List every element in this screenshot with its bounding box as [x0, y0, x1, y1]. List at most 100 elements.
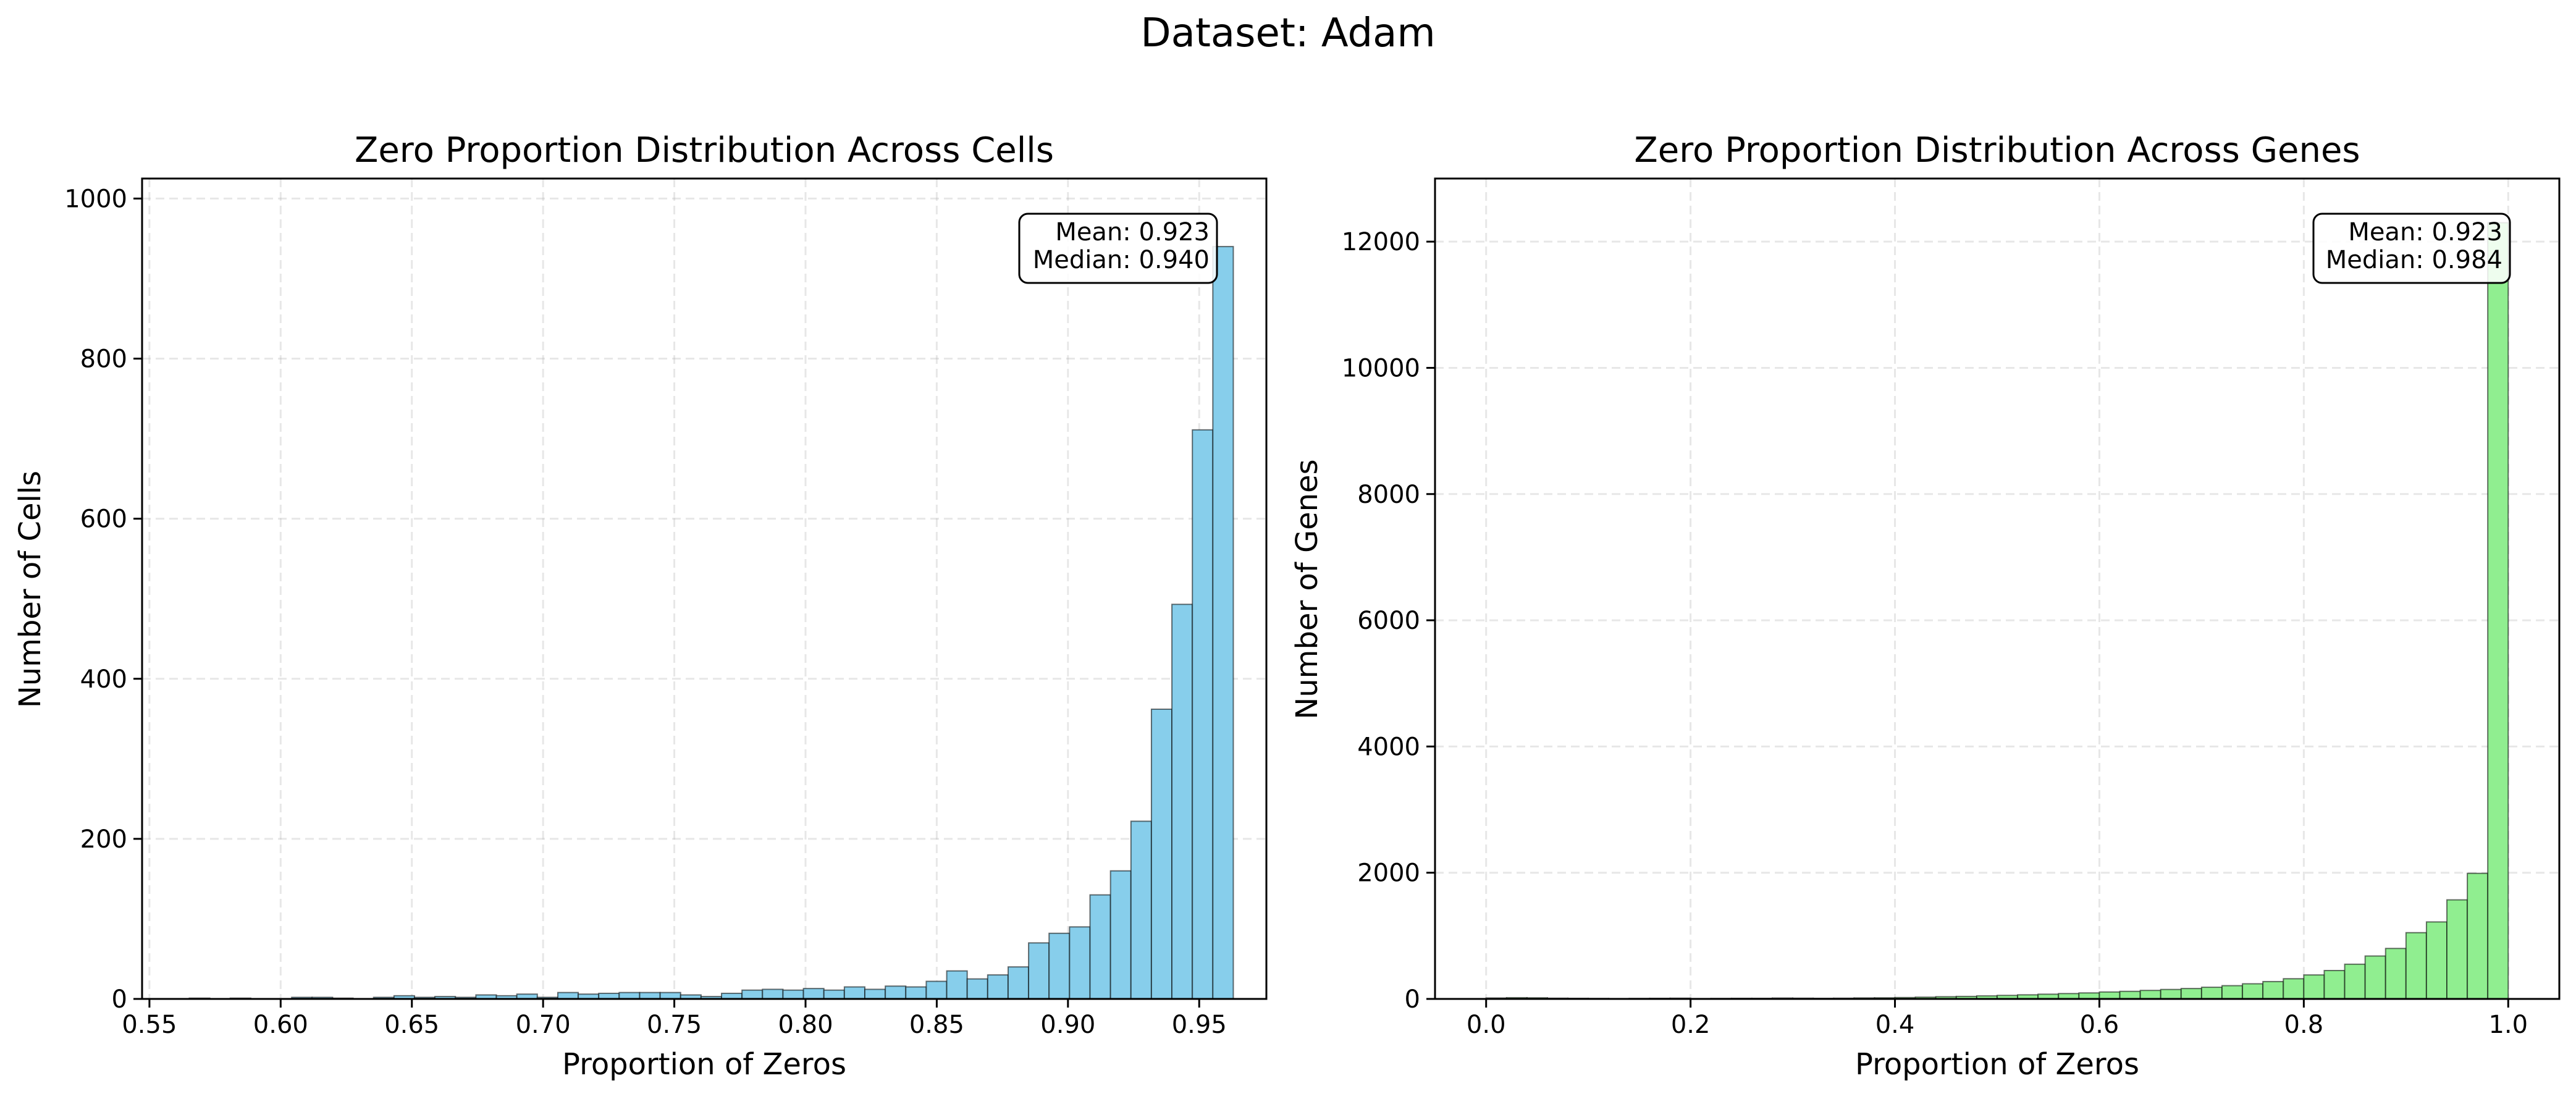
genes-x-tick-label: 1.0	[2488, 1011, 2528, 1039]
genes-histogram-bar	[2446, 899, 2469, 1000]
cells-histogram-bar	[987, 974, 1009, 1000]
cells-histogram-bar	[1150, 708, 1173, 1000]
genes-stats-box: Mean: 0.923 Median: 0.984	[2312, 213, 2511, 284]
genes-histogram-bar	[2344, 963, 2366, 1000]
genes-histogram-bar	[2242, 983, 2264, 1000]
genes-y-tick-label: 0	[1405, 985, 1420, 1014]
genes-x-tick-label: 0.2	[1671, 1011, 1711, 1039]
cells-y-tick-label: 400	[80, 665, 127, 694]
genes-histogram-bar	[2200, 987, 2223, 1000]
genes-axes-frame	[1434, 177, 2561, 1000]
cells-x-tick-label: 0.80	[778, 1011, 833, 1039]
cells-histogram-bar	[864, 988, 886, 1000]
cells-histogram-bar	[1130, 820, 1152, 1000]
cells-y-tick-label: 0	[112, 985, 127, 1014]
genes-histogram-bar	[2425, 921, 2448, 1000]
cells-x-tick-label: 0.95	[1172, 1011, 1227, 1039]
genes-histogram-bar	[2323, 970, 2346, 1000]
genes-histogram-bar	[2180, 988, 2202, 1000]
genes-histogram-bar	[2262, 980, 2284, 1000]
genes-y-tick-label: 8000	[1357, 481, 1420, 509]
genes-histogram-panel: Zero Proportion Distribution Across Gene…	[1290, 130, 2561, 1082]
genes-y-tick-label: 10000	[1342, 354, 1420, 382]
genes-y-ticks: 0 2000 4000 6000 8000 10000 12000	[1342, 228, 1435, 1014]
cells-histogram-bar	[557, 992, 579, 1000]
cells-x-tick-label: 0.55	[122, 1011, 177, 1039]
cells-histogram-bar	[1109, 870, 1132, 1000]
cells-histogram-bar	[1028, 942, 1050, 1000]
genes-x-tick-label: 0.6	[2080, 1011, 2119, 1039]
cells-median-text: Median: 0.940	[1033, 246, 1210, 274]
cells-x-axis-label: Proportion of Zeros	[562, 1047, 846, 1082]
cells-histogram-bar	[1192, 429, 1214, 1000]
cells-x-tick-label: 0.60	[253, 1011, 308, 1039]
genes-y-tick-label: 12000	[1342, 228, 1420, 256]
genes-x-tick-label: 0.0	[1467, 1011, 1506, 1039]
cells-histogram-panel: Zero Proportion Distribution Across Cell…	[13, 130, 1268, 1082]
cells-y-ticks: 0 200 400 600 800 1000	[64, 185, 142, 1014]
genes-x-ticks: 0.0 0.2 0.4 0.6 0.8 1.0	[1467, 999, 2528, 1039]
genes-histogram-bar	[2139, 990, 2161, 1000]
genes-histogram-bar	[2364, 955, 2386, 1000]
cells-histogram-bar	[802, 988, 825, 1000]
genes-histogram-bar	[2487, 222, 2509, 1000]
cells-histogram-bar	[885, 985, 907, 1000]
cells-x-tick-label: 0.90	[1040, 1011, 1095, 1039]
genes-median-text: Median: 0.984	[2326, 246, 2502, 274]
genes-histogram-bar	[2405, 932, 2427, 1000]
cells-histogram-bar	[741, 989, 764, 1000]
cells-x-tick-label: 0.75	[647, 1011, 702, 1039]
cells-y-tick-label: 600	[80, 505, 127, 534]
genes-histogram-bar	[2283, 978, 2305, 1000]
cells-histogram-bar	[1171, 604, 1193, 1000]
genes-y-axis-label: Number of Genes	[1290, 459, 1324, 719]
figure-suptitle: Dataset: Adam	[1140, 11, 1435, 56]
cells-gridlines	[142, 179, 1266, 1000]
cells-bars	[188, 246, 1234, 1000]
genes-histogram-bar	[2221, 985, 2244, 1000]
cells-x-tick-label: 0.85	[909, 1011, 964, 1039]
genes-y-tick-label: 4000	[1357, 733, 1420, 761]
genes-x-tick-label: 0.8	[2284, 1011, 2324, 1039]
cells-histogram-bar	[639, 992, 661, 1000]
cells-histogram-bar	[618, 992, 641, 1000]
genes-chart-title: Zero Proportion Distribution Across Gene…	[1634, 130, 2360, 171]
cells-x-ticks: 0.55 0.60 0.65 0.70 0.75 0.80 0.85 0.90 0.95	[122, 999, 1227, 1039]
cells-chart-title: Zero Proportion Distribution Across Cell…	[355, 130, 1054, 171]
genes-mean-text: Mean: 0.923	[2348, 218, 2502, 246]
cells-histogram-bar	[1089, 894, 1111, 1000]
cells-histogram-bar	[1212, 246, 1234, 1000]
genes-x-axis-label: Proportion of Zeros	[1855, 1047, 2139, 1082]
cells-histogram-bar	[966, 978, 988, 1000]
cells-histogram-bar	[782, 989, 804, 1000]
genes-y-tick-label: 2000	[1357, 859, 1420, 888]
genes-stats-box-frame	[2312, 213, 2511, 284]
genes-histogram-bar	[2160, 988, 2182, 1000]
cells-histogram-bar	[659, 992, 681, 1000]
genes-y-tick-label: 6000	[1357, 607, 1420, 635]
cells-histogram-bar	[946, 970, 968, 1000]
cells-y-axis-label: Number of Cells	[13, 471, 48, 708]
cells-y-tick-label: 200	[80, 825, 127, 854]
cells-y-tick-label: 1000	[64, 185, 127, 213]
cells-histogram-bar	[823, 989, 845, 1000]
cells-mean-text: Mean: 0.923	[1055, 218, 1210, 246]
cells-histogram-bar	[905, 986, 927, 1000]
cells-y-tick-label: 800	[80, 345, 127, 374]
cells-histogram-bar	[762, 988, 784, 1000]
cells-histogram-bar	[925, 980, 948, 1000]
cells-axes-frame	[141, 177, 1268, 1000]
genes-histogram-bar	[2098, 991, 2121, 1000]
genes-histogram-bar	[2467, 872, 2489, 1000]
cells-stats-box: Mean: 0.923 Median: 0.940	[1018, 213, 1218, 284]
cells-x-tick-label: 0.70	[516, 1011, 571, 1039]
genes-histogram-bar	[2384, 948, 2407, 1000]
cells-histogram-bar	[1069, 926, 1091, 1000]
cells-histogram-bar	[1048, 932, 1071, 1000]
cells-stats-box-frame	[1018, 213, 1218, 284]
cells-histogram-bar	[1007, 966, 1030, 1000]
cells-histogram-bar	[843, 986, 866, 1000]
genes-histogram-bar	[2119, 990, 2141, 1000]
